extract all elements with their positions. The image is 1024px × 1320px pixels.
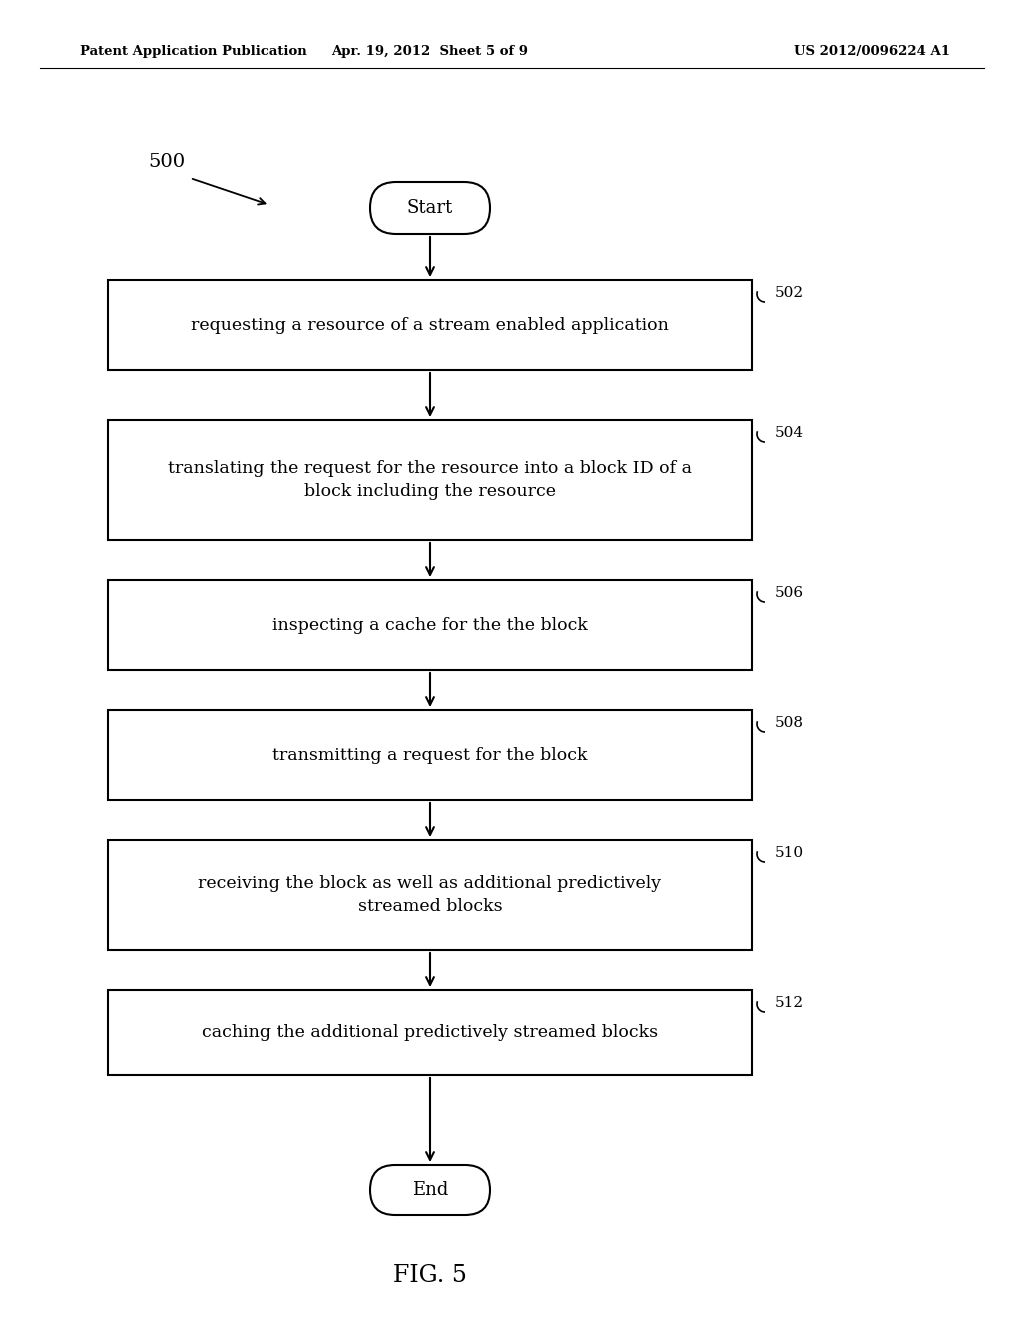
Text: 510: 510	[775, 846, 804, 861]
Text: requesting a resource of a stream enabled application: requesting a resource of a stream enable…	[191, 317, 669, 334]
Text: receiving the block as well as additional predictively
streamed blocks: receiving the block as well as additiona…	[199, 875, 662, 915]
Text: Apr. 19, 2012  Sheet 5 of 9: Apr. 19, 2012 Sheet 5 of 9	[332, 45, 528, 58]
Text: caching the additional predictively streamed blocks: caching the additional predictively stre…	[202, 1024, 658, 1041]
Text: Start: Start	[407, 199, 454, 216]
Bar	[108, 280, 752, 370]
Bar	[108, 990, 752, 1074]
Bar	[108, 420, 752, 540]
Text: 506: 506	[775, 586, 804, 601]
FancyBboxPatch shape	[370, 1166, 490, 1214]
Text: 512: 512	[775, 997, 804, 1010]
Text: US 2012/0096224 A1: US 2012/0096224 A1	[794, 45, 950, 58]
Text: inspecting a cache for the the block: inspecting a cache for the the block	[272, 616, 588, 634]
Text: FIG. 5: FIG. 5	[393, 1263, 467, 1287]
Text: End: End	[412, 1181, 449, 1199]
Bar	[108, 840, 752, 950]
Text: translating the request for the resource into a block ID of a
block including th: translating the request for the resource…	[168, 459, 692, 500]
Text: 504: 504	[775, 426, 804, 440]
Text: transmitting a request for the block: transmitting a request for the block	[272, 747, 588, 763]
Text: Patent Application Publication: Patent Application Publication	[80, 45, 307, 58]
Bar	[108, 579, 752, 671]
Bar	[108, 710, 752, 800]
Text: 502: 502	[775, 286, 804, 300]
Text: 500: 500	[148, 153, 185, 172]
Text: 508: 508	[775, 715, 804, 730]
FancyBboxPatch shape	[370, 182, 490, 234]
